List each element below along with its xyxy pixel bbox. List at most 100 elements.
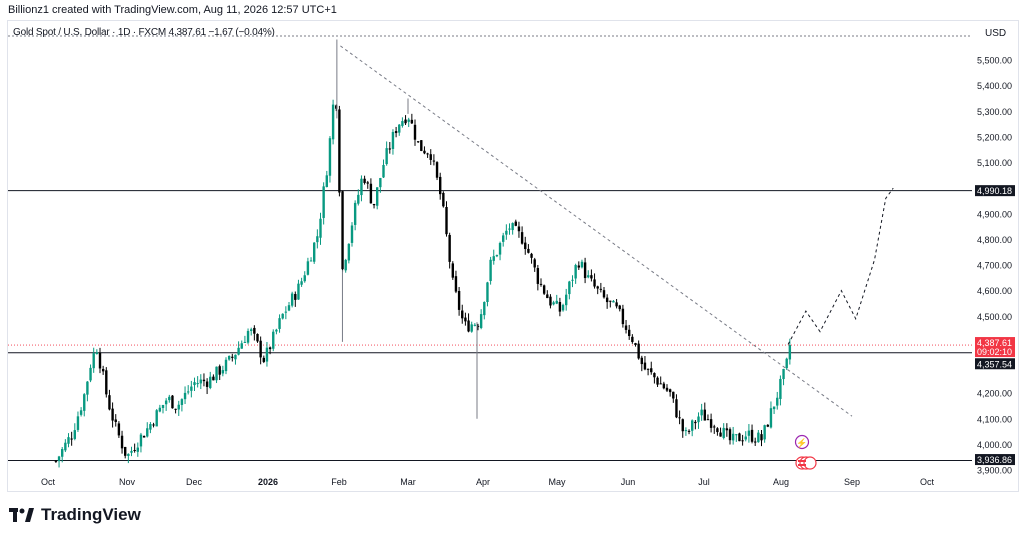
candle-body [256, 333, 259, 342]
candle-body [401, 121, 404, 126]
candle-body [628, 329, 631, 337]
candle-body [631, 336, 634, 342]
candle-body [769, 408, 773, 428]
candle-body [237, 347, 240, 355]
candle-body [489, 259, 492, 282]
candle-body [735, 434, 738, 436]
candle-body [202, 379, 206, 382]
candle-body [583, 262, 587, 279]
candle-body [505, 230, 508, 235]
candle-body [461, 310, 464, 319]
candle-body [738, 433, 741, 442]
time-axis-label: Jun [621, 477, 636, 487]
candle-body [744, 436, 747, 440]
currency-label[interactable]: USD [985, 28, 1007, 39]
candle-body [423, 150, 426, 154]
lightning-event-icon[interactable] [794, 434, 810, 450]
candle-body [713, 426, 716, 428]
candle-body [561, 304, 565, 311]
candle-body [684, 430, 688, 432]
projection-path[interactable] [787, 187, 894, 345]
candle-body [747, 430, 751, 436]
candle-body [224, 359, 228, 372]
price-tick-label: 4,900.00 [977, 209, 1012, 219]
tradingview-logo-icon [9, 508, 34, 522]
candle-body [376, 187, 379, 206]
candle-body [278, 318, 281, 329]
candle-body [694, 421, 697, 424]
candle-body [527, 248, 530, 253]
candle-body [114, 419, 117, 422]
candle-body [366, 182, 369, 184]
candle-body [319, 218, 322, 238]
candle-body [130, 450, 133, 453]
candle-body [369, 183, 373, 204]
time-axis-label: Apr [476, 477, 490, 487]
candle-body [398, 124, 401, 133]
candle-body [520, 232, 524, 244]
support-lower-price-badge: 3,936.86 [977, 455, 1012, 465]
candle-body [212, 376, 215, 381]
candle-body [719, 432, 722, 437]
us-flag-stripe [798, 460, 806, 462]
candle-body [331, 104, 335, 140]
candle-body [678, 417, 681, 419]
candle-body [124, 446, 127, 456]
candle-body [757, 432, 760, 443]
candle-body [542, 285, 546, 294]
lightning-glyph: ⚡ [796, 437, 807, 449]
price-tick-label: 4,600.00 [977, 286, 1012, 296]
candle-body [615, 302, 618, 307]
time-axis-label: May [548, 477, 566, 487]
symbol-legend[interactable]: Gold Spot / U.S. Dollar · 1D · FXCM 4,38… [13, 27, 275, 38]
candle-body [788, 345, 792, 360]
price-tick-label: 4,100.00 [977, 414, 1012, 424]
candle-body [590, 275, 593, 279]
candle-body [177, 404, 180, 410]
candle-body [451, 263, 454, 278]
candle-body [426, 153, 429, 155]
candle-body [533, 259, 536, 268]
candle-body [73, 430, 76, 439]
candle-body [687, 430, 691, 432]
candle-body [259, 340, 262, 358]
candle-body [127, 453, 130, 456]
candle-body [473, 324, 477, 326]
candle-body [180, 399, 184, 405]
candle-body [587, 275, 590, 278]
us-flag-event-icon[interactable] [803, 456, 817, 470]
candle-body [624, 325, 628, 330]
candle-body [61, 449, 64, 457]
candle-body [105, 370, 108, 395]
candle-body [108, 395, 111, 410]
candle-body [294, 293, 297, 300]
candle-body [325, 175, 328, 187]
candle-body [111, 408, 114, 421]
candle-body [596, 286, 599, 289]
price-tick-label: 3,900.00 [977, 466, 1012, 476]
candle-body [779, 378, 782, 399]
tradingview-footer[interactable]: TradingView [9, 505, 141, 525]
candle-body [691, 420, 694, 431]
candle-body [464, 317, 467, 322]
candle-body [511, 223, 514, 231]
candle-body [155, 410, 158, 427]
candle-body [67, 437, 70, 444]
candle-body [618, 305, 621, 310]
candle-body [640, 357, 643, 365]
candle-body [341, 191, 344, 270]
candle-body [335, 105, 338, 109]
candle-body [322, 186, 325, 218]
time-axis-label: 2026 [258, 477, 278, 487]
candle-body [700, 409, 703, 416]
candle-body [196, 383, 199, 385]
last-price-badge-bg [975, 337, 1015, 358]
candle-body [92, 353, 95, 369]
descending-trendline[interactable] [340, 45, 853, 417]
candle-body [120, 435, 124, 449]
candle-body [385, 148, 388, 165]
candle-body [741, 440, 744, 442]
candle-body [413, 124, 417, 140]
price-tick-label: 5,400.00 [977, 81, 1012, 91]
